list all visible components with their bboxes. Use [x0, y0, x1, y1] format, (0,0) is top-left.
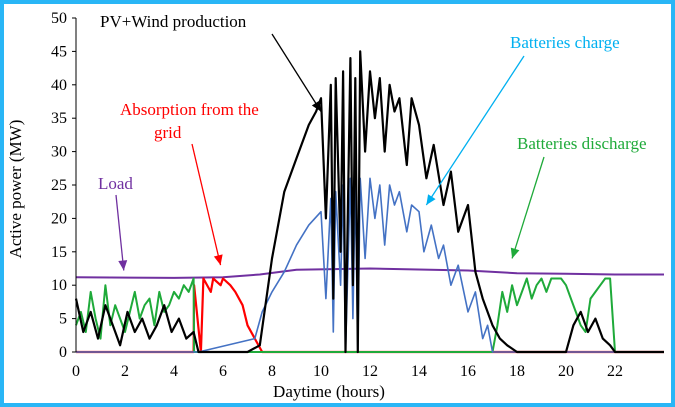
x-tick-label: 14 [411, 363, 427, 380]
x-tick-label: 16 [460, 363, 476, 380]
arrow-production-shaft [271, 33, 322, 112]
y-tick-label: 20 [51, 210, 67, 227]
y-tick-label: 0 [59, 344, 67, 361]
annotation-layer: PV+Wind production Batteries charge Abso… [98, 12, 647, 193]
series-load-line [75, 267, 664, 279]
annotation-discharge: Batteries discharge [517, 134, 647, 153]
y-axis-title: Active power (MW) [6, 120, 25, 259]
series-discharge-line [75, 277, 664, 353]
y-tick-label: 40 [51, 77, 67, 94]
annotation-charge: Batteries charge [510, 33, 620, 52]
x-tick-label: 22 [607, 363, 623, 380]
y-tick-label: 35 [51, 110, 67, 127]
annotation-load: Load [98, 174, 133, 193]
y-tick-label: 15 [51, 244, 67, 261]
arrow-grid-shaft [191, 143, 222, 266]
x-tick-label: 6 [219, 363, 227, 380]
arrow-load-head [118, 260, 128, 271]
arrow-charge_label-head [426, 194, 436, 206]
y-tick-label: 45 [51, 43, 67, 60]
y-tick-label: 10 [51, 277, 67, 294]
x-tick-label: 12 [362, 363, 378, 380]
x-tick-label: 10 [313, 363, 329, 380]
y-tick-label: 25 [51, 177, 67, 194]
annotation-grid-line1: Absorption from the [120, 100, 259, 119]
arrow-grid-head [213, 254, 223, 266]
arrow-charge_label-shaft [425, 55, 525, 206]
annotation-grid-line2: grid [154, 123, 182, 142]
annotation-production: PV+Wind production [100, 12, 247, 31]
arrow-production-head [311, 100, 321, 112]
series-charge-line [76, 177, 664, 353]
arrow-layer [115, 33, 545, 271]
series-layer [74, 50, 664, 354]
y-tick-label: 30 [51, 144, 67, 161]
arrow-discharge-shaft [511, 156, 545, 259]
x-tick-label: 20 [558, 363, 574, 380]
arrow-discharge-head [510, 247, 520, 259]
x-tick-label: 4 [170, 363, 178, 380]
ticks-layer: 0 5 10 15 20 25 30 35 40 45 50 0 2 4 6 8 10 12 14 16 18 20 22 [51, 10, 623, 380]
y-tick-label: 50 [51, 10, 67, 27]
y-tick-label: 5 [59, 311, 67, 328]
x-axis-title: Daytime (hours) [273, 382, 385, 401]
x-tick-label: 18 [509, 363, 525, 380]
x-tick-label: 0 [72, 363, 80, 380]
series-grid-line [76, 277, 664, 354]
x-tick-label: 8 [268, 363, 276, 380]
arrow-load-shaft [115, 194, 125, 271]
series-production-line [74, 50, 664, 354]
x-tick-label: 2 [121, 363, 129, 380]
